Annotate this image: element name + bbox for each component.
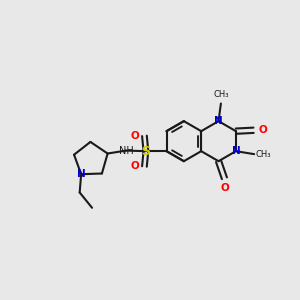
- Text: O: O: [258, 125, 267, 135]
- Text: S: S: [141, 145, 150, 158]
- Text: N: N: [214, 116, 223, 126]
- Text: CH₃: CH₃: [256, 150, 271, 159]
- Text: N: N: [77, 169, 85, 179]
- Text: O: O: [131, 161, 140, 172]
- Text: O: O: [131, 131, 140, 141]
- Text: CH₃: CH₃: [213, 90, 229, 99]
- Text: N: N: [232, 146, 240, 156]
- Text: NH: NH: [118, 146, 133, 156]
- Text: O: O: [220, 183, 230, 193]
